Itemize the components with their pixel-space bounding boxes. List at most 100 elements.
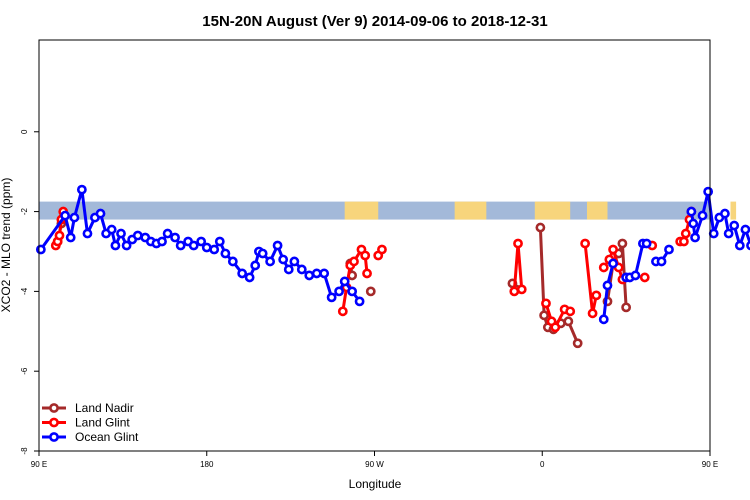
data-point-2-4-7 bbox=[720, 208, 730, 219]
data-point-2-0-32 bbox=[250, 260, 261, 271]
data-point-2-0-29 bbox=[227, 256, 238, 267]
data-point-2-0-28 bbox=[220, 248, 231, 259]
data-point-0-4-5 bbox=[563, 316, 574, 327]
x-tick-label-0: 90 E bbox=[31, 460, 47, 469]
data-point-1-7-0 bbox=[639, 272, 650, 283]
data-point-2-0-40 bbox=[296, 264, 307, 275]
data-point-2-0-25 bbox=[201, 242, 212, 253]
data-point-1-1-3 bbox=[349, 256, 359, 267]
y-tick-label-3: -6 bbox=[20, 367, 29, 375]
data-point-0-4-1 bbox=[539, 310, 550, 321]
data-point-1-1-6 bbox=[362, 268, 372, 279]
land-segment-2 bbox=[534, 201, 571, 220]
data-point-2-4-0 bbox=[686, 206, 697, 217]
legend-label-1: Land Glint bbox=[75, 416, 130, 430]
data-point-2-0-23 bbox=[188, 240, 199, 251]
data-point-2-0-42 bbox=[311, 268, 322, 279]
data-point-2-1-0 bbox=[598, 314, 609, 325]
data-point-2-0-43 bbox=[319, 268, 330, 279]
data-point-0-2-0 bbox=[365, 286, 376, 297]
data-point-2-4-1 bbox=[688, 218, 699, 229]
x-tick-label-3: 0 bbox=[540, 460, 545, 469]
data-point-2-0-27 bbox=[214, 236, 225, 247]
data-point-2-0-9 bbox=[106, 224, 117, 235]
data-point-1-3-2 bbox=[516, 284, 527, 295]
data-point-1-6-0 bbox=[598, 262, 609, 273]
data-point-2-0-5 bbox=[82, 228, 93, 239]
data-point-2-0-35 bbox=[265, 256, 276, 267]
legend-label-2: Ocean Glint bbox=[75, 430, 139, 444]
data-point-0-5-4 bbox=[621, 302, 632, 313]
plot-frame bbox=[38, 39, 711, 452]
data-point-2-4-12 bbox=[746, 240, 750, 251]
y-tick-label-0: 0 bbox=[20, 129, 29, 134]
data-point-2-0-48 bbox=[354, 296, 365, 307]
data-point-2-0-3 bbox=[69, 212, 80, 223]
data-point-2-0-38 bbox=[283, 264, 294, 275]
data-point-2-0-18 bbox=[157, 236, 167, 247]
data-point-1-4-2 bbox=[550, 322, 561, 333]
data-point-1-5-2 bbox=[591, 290, 602, 301]
legend-marker-2 bbox=[49, 432, 59, 442]
data-point-2-4-4 bbox=[703, 186, 714, 197]
data-point-2-0-0 bbox=[35, 244, 46, 255]
land-mask-band bbox=[39, 201, 737, 220]
data-point-2-0-46 bbox=[339, 276, 350, 287]
series-ocean-glint bbox=[35, 184, 750, 325]
y-tick-label-1: -2 bbox=[20, 207, 29, 215]
x-axis-label: Longitude bbox=[349, 477, 402, 491]
data-point-2-0-12 bbox=[121, 240, 132, 251]
data-point-1-3-0 bbox=[509, 286, 520, 297]
data-point-0-5-3 bbox=[617, 238, 628, 249]
series-line-1-5 bbox=[583, 243, 598, 315]
data-point-2-0-20 bbox=[170, 232, 180, 243]
data-point-2-2-4 bbox=[641, 238, 652, 249]
data-point-2-2-2 bbox=[630, 270, 641, 281]
data-point-2-0-21 bbox=[175, 240, 186, 251]
legend-marker-0 bbox=[49, 403, 59, 413]
data-point-2-0-24 bbox=[196, 236, 207, 247]
chart-title: 15N-20N August (Ver 9) 2014-09-06 to 201… bbox=[202, 13, 547, 30]
data-point-2-0-44 bbox=[326, 292, 337, 303]
legend-marker-1 bbox=[49, 417, 59, 428]
data-point-2-0-41 bbox=[304, 270, 315, 281]
data-point-2-1-2 bbox=[608, 258, 618, 269]
x-tick-label-1: 180 bbox=[200, 460, 214, 469]
data-point-2-0-39 bbox=[289, 256, 300, 267]
data-point-1-1-5 bbox=[360, 250, 371, 261]
data-point-2-0-26 bbox=[209, 244, 220, 255]
data-point-2-0-1 bbox=[60, 210, 70, 221]
data-point-0-4-6 bbox=[572, 338, 583, 349]
data-point-2-0-37 bbox=[278, 254, 289, 265]
data-point-1-0-2 bbox=[54, 230, 65, 241]
data-point-2-0-19 bbox=[162, 228, 173, 239]
data-point-2-4-3 bbox=[697, 210, 708, 221]
data-point-0-4-0 bbox=[535, 222, 546, 233]
y-tick-label-4: -8 bbox=[20, 447, 29, 455]
legend-label-0: Land Nadir bbox=[75, 401, 134, 415]
data-point-2-4-8 bbox=[723, 228, 734, 239]
data-point-2-1-1 bbox=[602, 280, 613, 291]
data-point-1-5-1 bbox=[587, 308, 598, 319]
data-point-2-0-34 bbox=[257, 248, 268, 259]
land-segment-1 bbox=[454, 201, 487, 220]
data-point-1-1-0 bbox=[337, 306, 348, 317]
data-point-1-6-2 bbox=[608, 244, 618, 255]
data-point-2-0-10 bbox=[110, 240, 121, 251]
data-point-2-4-5 bbox=[708, 228, 719, 239]
data-point-2-0-7 bbox=[95, 208, 106, 219]
data-point-2-0-2 bbox=[65, 232, 76, 243]
land-segment-0 bbox=[344, 201, 379, 220]
data-point-1-3-1 bbox=[513, 238, 523, 249]
data-point-1-4-0 bbox=[541, 298, 551, 309]
data-point-2-0-4 bbox=[76, 184, 87, 195]
x-axis: 90 E 180 90 W 0 90 E bbox=[31, 451, 718, 469]
y-tick-label-2: -4 bbox=[20, 287, 29, 295]
data-point-2-4-2 bbox=[690, 232, 700, 243]
data-point-2-0-11 bbox=[116, 228, 126, 239]
data-point-2-4-10 bbox=[734, 240, 745, 251]
land-segment-4 bbox=[730, 201, 737, 220]
data-point-2-3-1 bbox=[656, 256, 667, 267]
